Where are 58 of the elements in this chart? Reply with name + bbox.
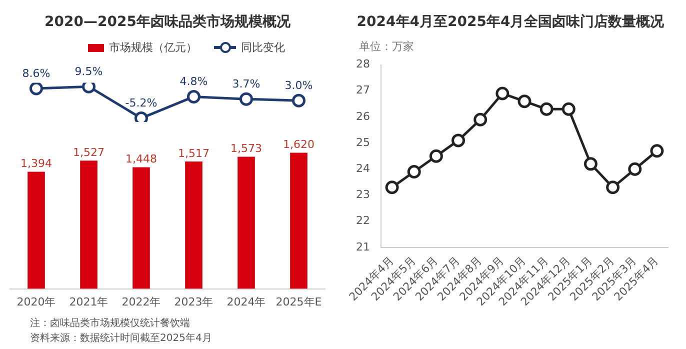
bar (290, 152, 308, 289)
data-label: 4.8% (180, 75, 208, 88)
point (584, 157, 598, 171)
y-axis-title: 单位：万家 (358, 40, 414, 54)
text: 资料来源：数据统计时间截至2025年4月 (30, 332, 212, 345)
point (606, 180, 620, 194)
point (134, 111, 148, 122)
point (540, 102, 554, 116)
point (240, 92, 253, 106)
y-tick-label: 23 (356, 188, 370, 202)
y-tick-label: 28 (356, 58, 370, 71)
x-tick-label: 2021年 (69, 295, 108, 308)
data-label: 3.7% (232, 77, 260, 90)
bar (28, 172, 45, 289)
data-label: 1,517 (178, 146, 210, 160)
point (562, 102, 576, 116)
data-label: 1,527 (73, 146, 104, 159)
data-label: 1,620 (283, 138, 314, 152)
bar (80, 160, 98, 289)
y-tick-label: 21 (356, 240, 370, 254)
y-tick-label: 22 (356, 214, 370, 228)
point (82, 82, 96, 94)
data-label: 8.6% (22, 66, 50, 80)
bar (132, 167, 150, 289)
data-label: 1,394 (20, 157, 52, 170)
x-tick-label: 2022年 (122, 295, 161, 308)
data-label: -5.2% (125, 96, 158, 110)
point (187, 90, 200, 104)
point (429, 149, 443, 163)
x-tick-label: 2023年 (174, 295, 214, 308)
y-tick-label: 26 (356, 110, 370, 123)
data-label: 3.0% (284, 78, 313, 92)
point (496, 86, 510, 100)
data-label: 1,448 (126, 152, 157, 166)
point (407, 165, 421, 179)
point (292, 94, 306, 108)
chart-title: 2024年4月至2025年4月全国卤味门店数量概况 (356, 13, 666, 30)
chart-title: 2020—2025年卤味品类市场规模概况 (44, 13, 292, 30)
point (650, 144, 664, 158)
legend-label: 同比变化 (241, 40, 285, 55)
y-tick-label: 27 (356, 84, 370, 97)
y-tick-label: 24 (356, 162, 370, 176)
y-tick-label: 25 (356, 136, 370, 149)
point (30, 82, 43, 96)
data-label: 9.5% (74, 64, 103, 78)
point (518, 94, 532, 108)
x-tick-label: 2025年E (276, 295, 322, 308)
data-label: 1,573 (230, 142, 262, 156)
bar (185, 161, 202, 289)
point (385, 180, 399, 194)
point (628, 162, 642, 176)
x-tick-label: 2024年 (226, 295, 266, 308)
legend-label: 市场规模（亿元） (109, 40, 197, 55)
bar (238, 156, 255, 289)
text: 注：卤味品类市场规模仅统计餐饮端 (30, 316, 190, 330)
x-tick-label: 2020年 (16, 295, 56, 308)
point (474, 112, 488, 126)
point (452, 134, 466, 148)
